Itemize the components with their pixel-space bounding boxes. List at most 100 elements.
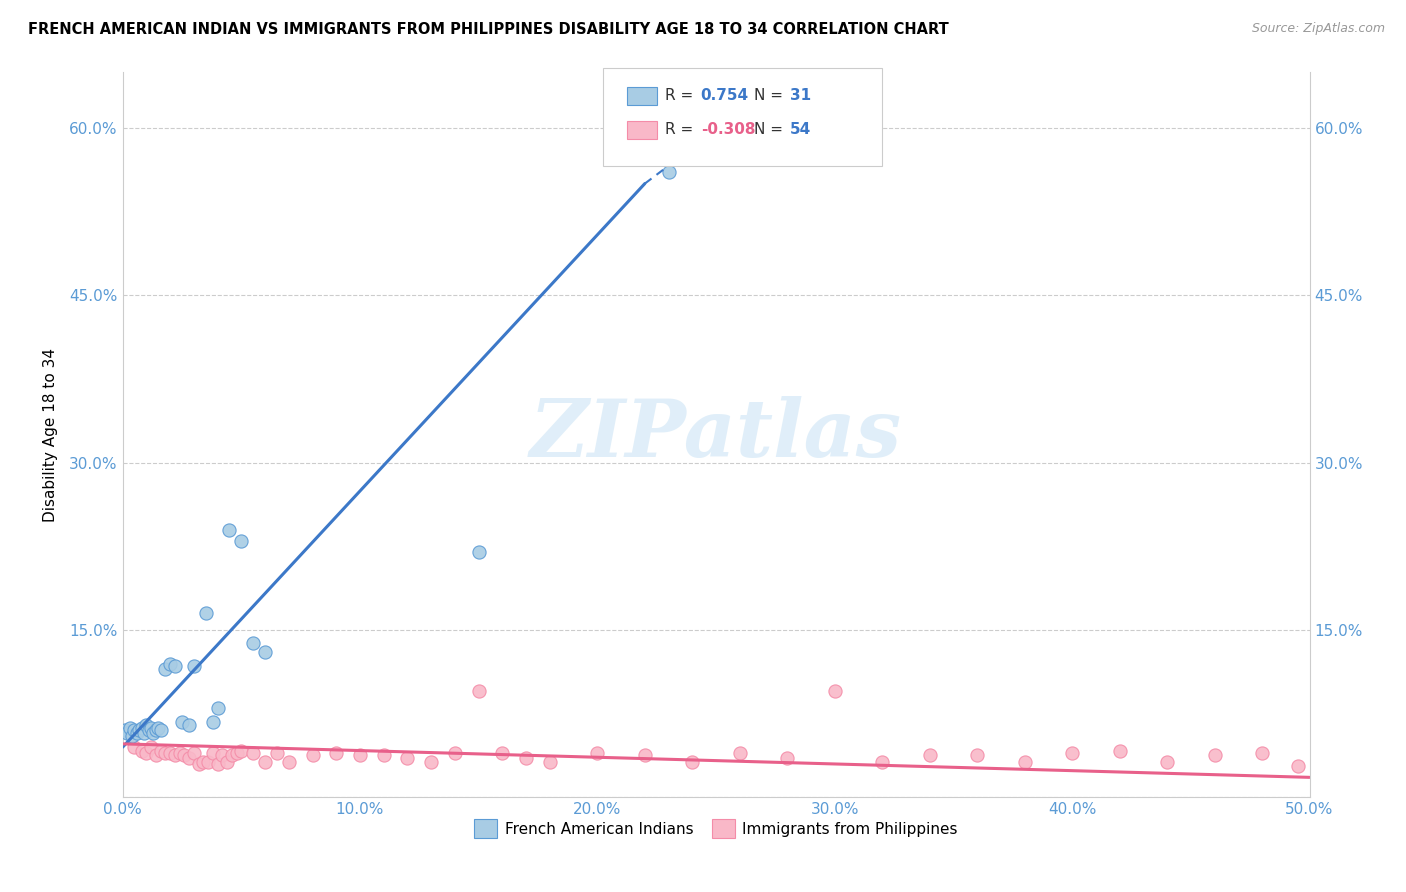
Point bbox=[170, 714, 193, 729]
Point bbox=[139, 721, 162, 735]
Point bbox=[242, 746, 264, 760]
FancyBboxPatch shape bbox=[627, 121, 657, 139]
Point bbox=[634, 747, 657, 762]
Point bbox=[128, 723, 150, 738]
Point bbox=[266, 746, 288, 760]
Point bbox=[444, 746, 467, 760]
Point bbox=[776, 751, 799, 765]
Point bbox=[118, 721, 141, 735]
Point bbox=[193, 755, 215, 769]
Point bbox=[197, 755, 219, 769]
Point bbox=[420, 755, 443, 769]
Point bbox=[1014, 755, 1036, 769]
Point bbox=[177, 718, 200, 732]
Point bbox=[918, 747, 941, 762]
Point bbox=[145, 723, 167, 738]
Point bbox=[1108, 743, 1130, 757]
Point bbox=[131, 721, 153, 735]
Point bbox=[211, 747, 233, 762]
Point bbox=[277, 755, 299, 769]
Point bbox=[183, 746, 205, 760]
Point bbox=[538, 755, 561, 769]
Point bbox=[231, 743, 253, 757]
Point bbox=[467, 545, 489, 559]
Text: ZIPatlas: ZIPatlas bbox=[530, 396, 903, 474]
Point bbox=[155, 746, 177, 760]
Text: R =: R = bbox=[665, 122, 699, 137]
Point bbox=[1204, 747, 1226, 762]
Point bbox=[253, 645, 276, 659]
FancyBboxPatch shape bbox=[603, 69, 882, 166]
Point bbox=[1251, 746, 1274, 760]
Point bbox=[159, 746, 181, 760]
Point bbox=[169, 746, 191, 760]
Text: 31: 31 bbox=[790, 88, 811, 103]
Point bbox=[1156, 755, 1178, 769]
Point bbox=[1062, 746, 1084, 760]
Point bbox=[966, 747, 988, 762]
Point bbox=[159, 657, 181, 671]
Point bbox=[207, 701, 229, 715]
Text: 54: 54 bbox=[790, 122, 811, 137]
Point bbox=[218, 523, 240, 537]
Point bbox=[207, 756, 229, 771]
Point bbox=[163, 747, 186, 762]
Point bbox=[148, 721, 170, 735]
Text: -0.308: -0.308 bbox=[700, 122, 755, 137]
Point bbox=[515, 751, 537, 765]
Point bbox=[201, 746, 224, 760]
Point bbox=[138, 723, 160, 738]
Point bbox=[124, 740, 146, 755]
Point bbox=[201, 714, 224, 729]
Point bbox=[1286, 759, 1309, 773]
Point bbox=[135, 718, 157, 732]
Point bbox=[870, 755, 893, 769]
Point bbox=[396, 751, 419, 765]
Point bbox=[728, 746, 751, 760]
Point bbox=[131, 743, 153, 757]
Point bbox=[183, 658, 205, 673]
Point bbox=[231, 533, 253, 548]
Point bbox=[586, 746, 609, 760]
Text: Source: ZipAtlas.com: Source: ZipAtlas.com bbox=[1251, 22, 1385, 36]
Point bbox=[177, 751, 200, 765]
Point bbox=[194, 607, 217, 621]
Point bbox=[173, 747, 195, 762]
Text: R =: R = bbox=[665, 88, 699, 103]
Point bbox=[155, 662, 177, 676]
Point bbox=[149, 743, 172, 757]
Point bbox=[491, 746, 513, 760]
Point bbox=[301, 747, 323, 762]
Point bbox=[221, 747, 243, 762]
Text: N =: N = bbox=[754, 122, 787, 137]
Point bbox=[117, 725, 139, 739]
Point bbox=[215, 755, 238, 769]
Point bbox=[149, 723, 172, 738]
Point bbox=[121, 729, 143, 743]
Point bbox=[253, 755, 276, 769]
Text: FRENCH AMERICAN INDIAN VS IMMIGRANTS FROM PHILIPPINES DISABILITY AGE 18 TO 34 CO: FRENCH AMERICAN INDIAN VS IMMIGRANTS FRO… bbox=[28, 22, 949, 37]
Legend: French American Indians, Immigrants from Philippines: French American Indians, Immigrants from… bbox=[468, 814, 965, 844]
Point bbox=[373, 747, 395, 762]
Point bbox=[467, 684, 489, 698]
FancyBboxPatch shape bbox=[627, 87, 657, 105]
Point bbox=[114, 723, 136, 738]
Text: N =: N = bbox=[754, 88, 787, 103]
Point bbox=[135, 746, 157, 760]
Point bbox=[658, 165, 681, 179]
Point bbox=[142, 725, 165, 739]
Point bbox=[163, 658, 186, 673]
Y-axis label: Disability Age 18 to 34: Disability Age 18 to 34 bbox=[44, 348, 58, 522]
Point bbox=[124, 723, 146, 738]
Point bbox=[125, 725, 148, 739]
Point bbox=[139, 740, 162, 755]
Point bbox=[325, 746, 347, 760]
Point bbox=[242, 636, 264, 650]
Point bbox=[349, 747, 371, 762]
Point bbox=[681, 755, 703, 769]
Point bbox=[145, 747, 167, 762]
Point bbox=[187, 756, 209, 771]
Text: 0.754: 0.754 bbox=[700, 88, 749, 103]
Point bbox=[225, 746, 247, 760]
Point bbox=[132, 725, 155, 739]
